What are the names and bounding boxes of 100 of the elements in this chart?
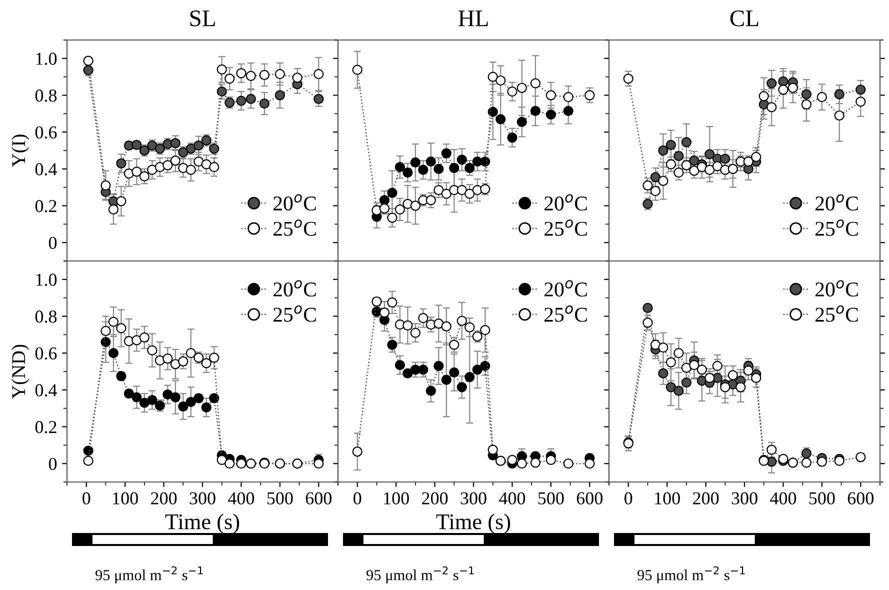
point [728, 370, 738, 380]
point [209, 162, 220, 172]
y-tick-label: 0.4 [35, 384, 57, 396]
point [147, 345, 158, 356]
point [236, 68, 246, 78]
x-tick-label: 600 [848, 492, 874, 504]
legend-label: 25$^{o}$C [544, 219, 587, 236]
point [201, 402, 212, 412]
point [674, 348, 684, 358]
point [387, 188, 398, 198]
point [674, 386, 684, 396]
point [394, 162, 406, 172]
point [352, 446, 362, 457]
point [314, 94, 324, 104]
legend-label: 25$^{o}$C [816, 305, 858, 322]
point [83, 456, 94, 466]
point [689, 156, 700, 166]
point [530, 458, 541, 468]
point [441, 188, 452, 199]
point [147, 394, 158, 406]
point [162, 160, 173, 170]
text: 95 μmol m$^{−2}$ s$^{−1}$ [95, 566, 203, 584]
point [507, 132, 518, 143]
legend-label: 25$^{o}$C [274, 219, 316, 236]
point [224, 74, 235, 84]
x-tick-label: 500 [538, 492, 564, 504]
chart-title: CL [730, 10, 758, 26]
point [441, 374, 452, 385]
point [720, 382, 730, 392]
point [170, 156, 180, 166]
point [236, 96, 246, 106]
point [147, 164, 158, 175]
x-tick-label: 300 [460, 492, 486, 504]
point [410, 200, 420, 211]
point [563, 106, 574, 116]
point [441, 321, 452, 332]
x-tick-label: 500 [267, 492, 293, 504]
point [464, 162, 475, 174]
point [480, 360, 490, 372]
point [314, 69, 324, 80]
legend-label: 25$^{o}$C [544, 305, 587, 322]
x-tick-label: 500 [809, 492, 835, 504]
point [666, 382, 676, 392]
point [116, 196, 126, 206]
point [856, 84, 866, 95]
point [402, 168, 413, 178]
point [434, 318, 444, 329]
point [658, 145, 668, 156]
point [623, 74, 634, 84]
point [778, 76, 788, 87]
point [696, 162, 707, 172]
point [834, 110, 844, 121]
point [246, 70, 256, 81]
point [449, 162, 460, 174]
point [658, 176, 668, 186]
x-tick-label: 0 [354, 492, 362, 504]
point [100, 326, 111, 336]
point [816, 92, 827, 102]
point [712, 161, 722, 172]
point [766, 456, 777, 467]
legend-label: 20$^{o}$C [274, 194, 316, 211]
point [410, 328, 420, 338]
x-tick-label: 600 [306, 492, 332, 504]
point [178, 356, 188, 366]
point [712, 360, 722, 372]
point [116, 323, 126, 334]
y-tick-label: 1.0 [36, 274, 57, 286]
point [480, 156, 490, 167]
point [650, 172, 661, 182]
point [642, 180, 653, 191]
point [507, 86, 518, 97]
point [464, 188, 475, 199]
x-tick-label: 300 [732, 492, 758, 504]
point [186, 396, 196, 407]
y-tick-label: 0.4 [35, 163, 57, 176]
point [162, 354, 173, 364]
point [516, 116, 527, 128]
point [259, 70, 270, 80]
point [801, 99, 812, 110]
point [170, 392, 180, 402]
point [216, 454, 227, 465]
point [743, 366, 754, 376]
point [801, 458, 812, 468]
point [162, 389, 173, 400]
legend-label: 20$^{o}$C [544, 280, 587, 297]
y-tick-label: 0.2 [35, 200, 56, 212]
point [642, 318, 653, 328]
point [201, 159, 212, 170]
point [472, 364, 482, 375]
point [139, 171, 150, 182]
point [387, 212, 398, 223]
point [418, 164, 428, 175]
point [488, 106, 498, 117]
point [584, 458, 595, 469]
point [434, 185, 444, 196]
point [186, 348, 196, 358]
point [704, 164, 715, 175]
x-tick-label: 200 [422, 492, 448, 504]
x-axis-title: Time (s) [436, 514, 510, 534]
y-tick-label: 0.8 [35, 90, 57, 102]
